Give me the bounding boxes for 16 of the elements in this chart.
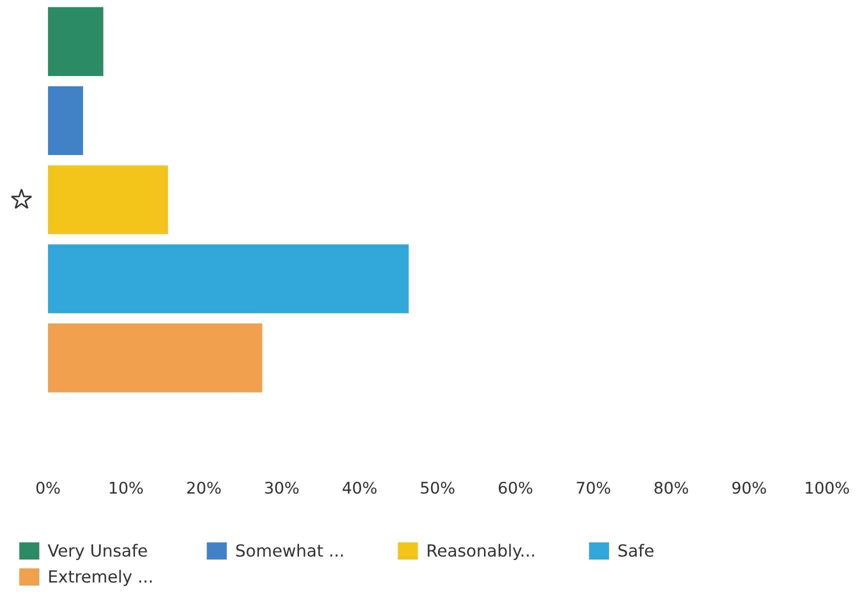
legend-label: Safe xyxy=(618,544,654,557)
x-tick-label: 0% xyxy=(36,482,60,494)
x-tick-label: 40% xyxy=(342,482,376,494)
x-tick-label: 100% xyxy=(806,482,849,494)
x-tick-label: 60% xyxy=(498,482,532,494)
legend-label: Extremely ... xyxy=(49,570,152,586)
x-tick-label: 70% xyxy=(576,482,610,494)
x-tick-label: 90% xyxy=(732,482,766,494)
x-tick-label: 50% xyxy=(420,482,454,494)
x-tick-label: 80% xyxy=(654,482,688,494)
legend-label: Somewhat ... xyxy=(236,544,343,557)
legend-label: Very Unsafe xyxy=(48,544,147,560)
x-tick-label: 20% xyxy=(187,482,221,494)
x-tick-label: 30% xyxy=(265,482,299,494)
legend-label: Reasonably... xyxy=(428,544,534,560)
x-tick-label: 10% xyxy=(110,482,143,494)
